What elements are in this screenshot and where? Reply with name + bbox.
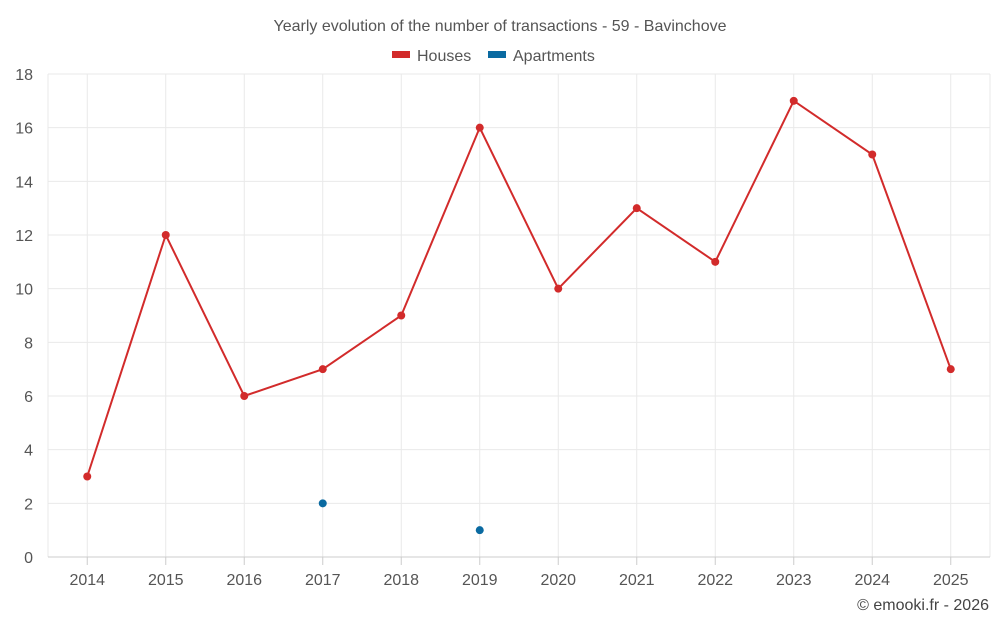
data-point[interactable] [868,150,877,159]
y-tick-label: 0 [24,550,33,567]
credit-text: © emooki.fr - 2026 [857,597,989,614]
series-apartments [318,499,484,535]
y-tick-label: 2 [24,496,33,513]
y-tick-label: 10 [15,282,33,299]
legend-label: Houses [417,48,471,65]
y-tick-label: 12 [15,228,33,245]
legend-item-houses[interactable]: Houses [392,48,471,65]
y-tick-label: 6 [24,389,33,406]
x-tick-label: 2015 [148,572,184,589]
data-point[interactable] [240,392,249,400]
plot-area [83,96,955,535]
series-line [86,99,952,477]
data-point[interactable] [789,96,798,105]
data-point[interactable] [475,123,484,132]
y-tick-label: 14 [15,174,33,191]
legend-item-apartments[interactable]: Apartments [488,48,595,65]
data-point[interactable] [318,499,327,508]
y-tick-label: 8 [24,335,33,352]
y-tick-label: 16 [15,121,33,138]
series-houses [83,96,955,481]
data-point[interactable] [711,257,720,266]
data-point[interactable] [397,311,406,320]
data-point[interactable] [554,284,563,293]
x-tick-label: 2019 [462,572,498,589]
x-tick-label: 2020 [540,572,576,589]
x-tick-label: 2024 [854,572,890,589]
y-tick-label: 4 [24,443,33,460]
data-point[interactable] [318,365,327,374]
y-tick-label: 18 [15,67,33,84]
legend-swatch [488,51,506,58]
data-point[interactable] [161,231,170,239]
x-tick-label: 2017 [305,572,341,589]
x-tick-label: 2021 [619,572,655,589]
gridlines [47,73,991,558]
x-tick-label: 2025 [933,572,969,589]
x-tick-label: 2018 [383,572,419,589]
x-tick-label: 2014 [69,572,105,589]
x-tick-label: 2016 [226,572,262,589]
x-axis: 2014 2015 2016 2017 2018 2019 2020 2021 2022 2023… [69,557,969,589]
chart-title: Yearly evolution of the number of transa… [274,18,727,35]
x-tick-label: 2023 [776,572,812,589]
legend-swatch [392,51,410,58]
data-point[interactable] [475,526,484,535]
data-point[interactable] [632,204,641,213]
legend-label: Apartments [513,48,595,65]
legend: Houses Apartments [392,48,595,65]
data-point[interactable] [946,365,955,374]
data-point[interactable] [83,472,92,481]
y-axis: 0 2 4 6 8 10 12 14 16 18 [15,67,33,567]
x-tick-label: 2022 [697,572,733,589]
